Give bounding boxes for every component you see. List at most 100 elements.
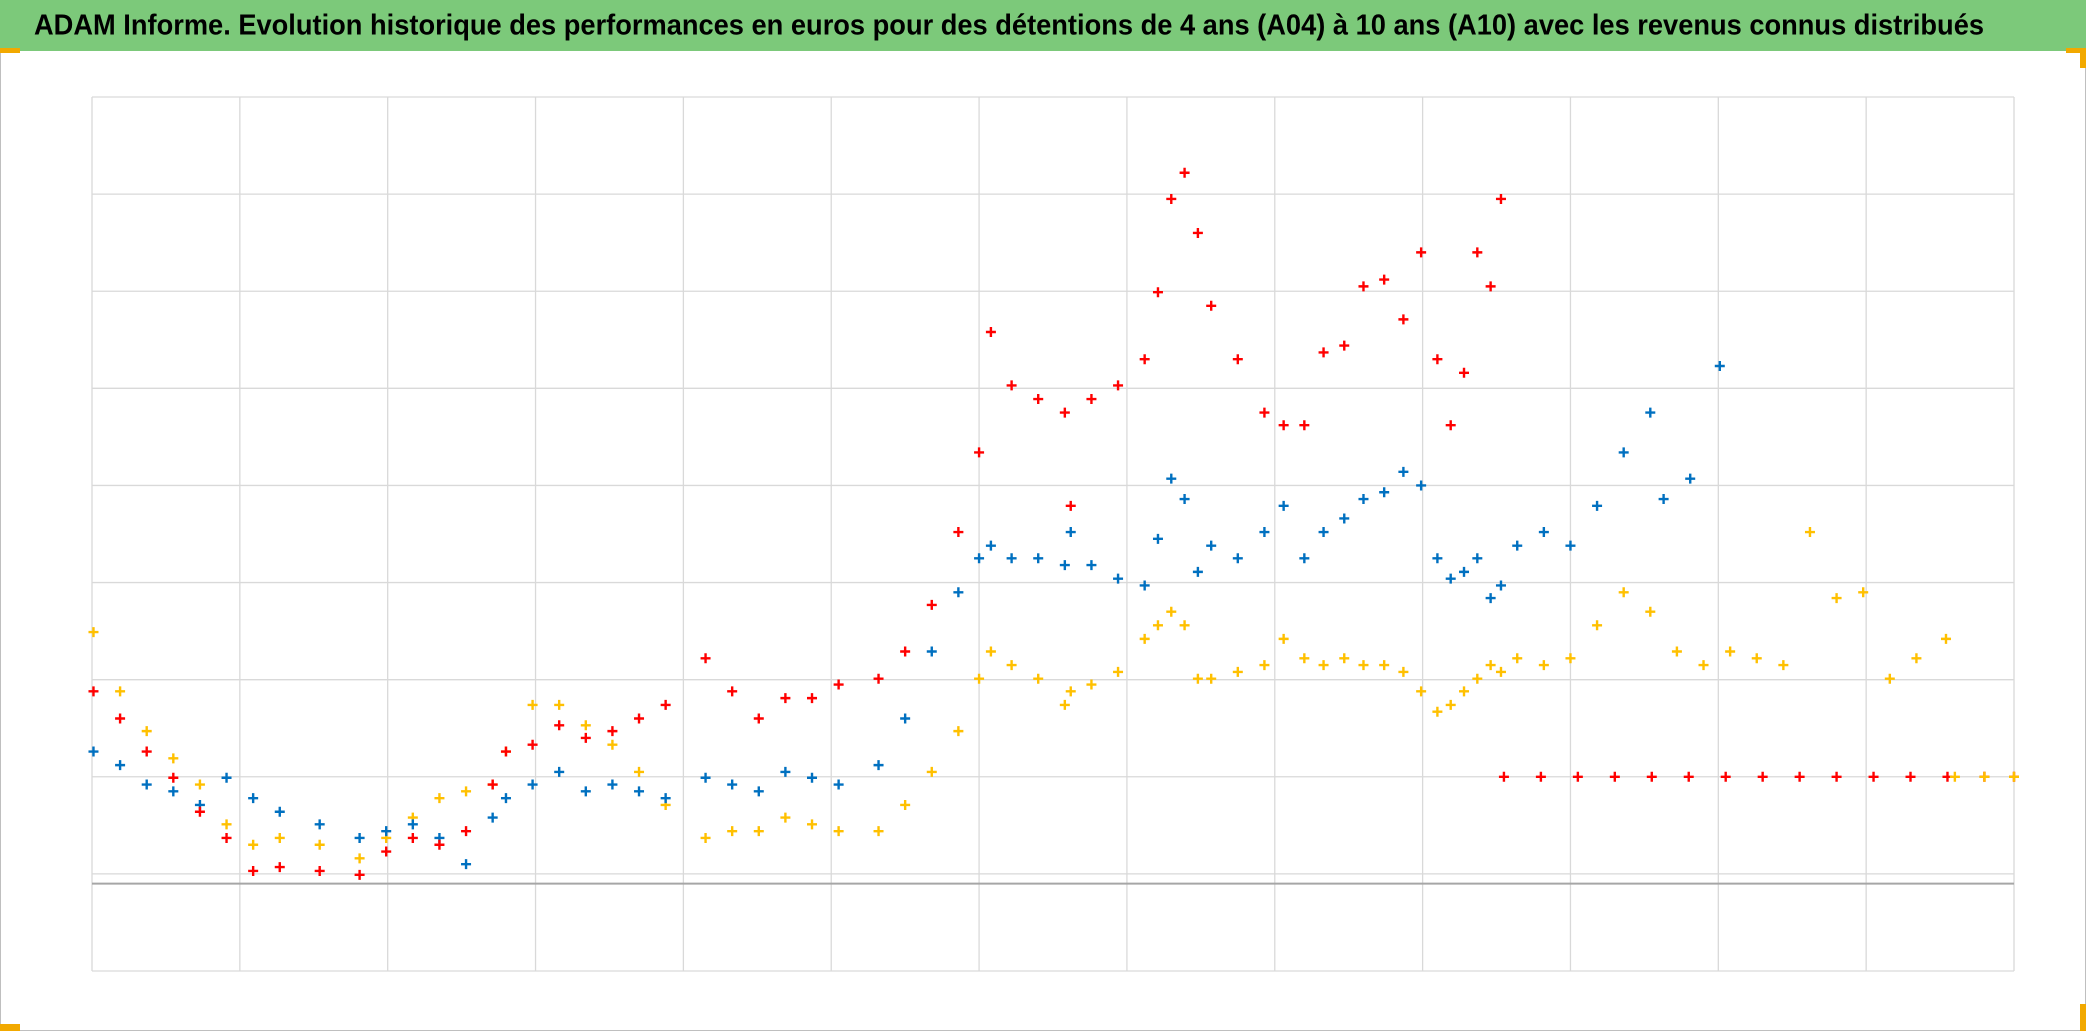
marker [1685,473,1696,484]
marker [1831,593,1842,604]
marker [1472,673,1483,684]
marker [1206,540,1217,551]
marker [194,779,205,790]
marker [1033,553,1044,564]
marker [727,826,738,837]
marker [1757,771,1768,782]
marker [1416,480,1427,491]
marker [1645,606,1656,617]
marker [274,832,285,843]
marker [1179,167,1190,178]
marker [554,699,565,710]
marker [554,720,565,731]
marker [141,746,152,757]
marker [1940,633,1951,644]
marker [926,599,937,610]
marker [1485,593,1496,604]
marker [527,699,538,710]
marker [634,766,645,777]
marker [1259,660,1270,671]
marker [873,826,884,837]
marker [1339,340,1350,351]
marker [1339,653,1350,664]
marker [1086,560,1097,571]
marker [1698,660,1709,671]
marker [1979,771,1990,782]
marker [1485,281,1496,292]
marker [487,779,498,790]
marker [407,819,418,830]
marker [1646,771,1657,782]
marker [833,679,844,690]
marker [1278,633,1289,644]
marker [1152,533,1163,544]
marker [1858,587,1869,598]
marker [434,839,445,850]
marker [354,869,365,880]
marker [88,746,99,757]
marker [926,766,937,777]
corner [0,48,20,53]
marker [607,739,618,750]
marker [1318,660,1329,671]
marker [1472,247,1483,258]
marker [1152,287,1163,298]
marker [1720,771,1731,782]
marker [727,779,738,790]
marker [1472,553,1483,564]
marker [1778,660,1789,671]
marker [1609,771,1620,782]
marker [580,720,591,731]
marker [1445,699,1456,710]
marker [953,587,964,598]
marker [194,806,205,817]
marker [1498,771,1509,782]
marker [1714,360,1725,371]
marker [461,786,472,797]
marker [1139,633,1150,644]
marker [926,646,937,657]
corner [2066,48,2086,53]
marker [900,799,911,810]
title-bar [0,0,2086,51]
marker [1113,380,1124,391]
marker [248,793,259,804]
marker [168,772,179,783]
marker [1299,420,1310,431]
marker [1658,494,1669,505]
marker [580,732,591,743]
marker [1006,380,1017,391]
marker [807,819,818,830]
marker [88,627,99,638]
marker [1206,300,1217,311]
marker [1485,660,1496,671]
marker [1911,653,1922,664]
marker [1259,407,1270,418]
marker [1152,620,1163,631]
marker [1398,666,1409,677]
marker [780,693,791,704]
marker [1512,540,1523,551]
marker [1459,566,1470,577]
marker [1065,527,1076,538]
marker [1538,660,1549,671]
marker [1065,686,1076,697]
marker [527,779,538,790]
marker [1318,527,1329,538]
marker [953,527,964,538]
marker [1868,771,1879,782]
marker [833,779,844,790]
marker [1751,653,1762,664]
marker [1065,500,1076,511]
marker [221,772,232,783]
marker [1113,666,1124,677]
marker [660,793,671,804]
marker [1565,540,1576,551]
marker [1831,771,1842,782]
marker [780,812,791,823]
marker [974,553,985,564]
marker [953,726,964,737]
marker [1445,573,1456,584]
marker [314,865,325,876]
